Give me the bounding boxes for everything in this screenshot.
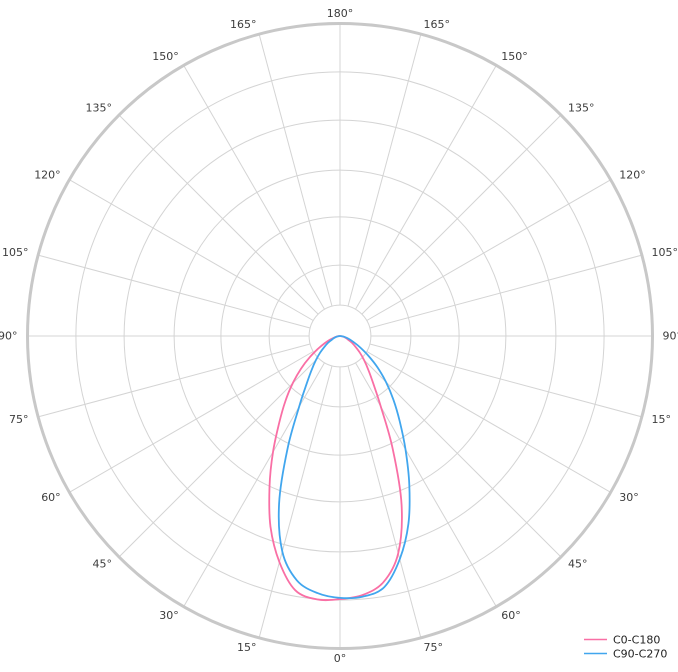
angle-gridline-spoke: [355, 362, 497, 607]
angle-gridline-spoke: [183, 65, 325, 310]
angle-tick-label: 105°: [652, 246, 678, 259]
angle-gridline-spoke: [361, 357, 562, 558]
angle-gridline-spoke: [258, 365, 333, 639]
angle-tick-label: 90°: [0, 330, 18, 343]
angle-tick-label: 0°: [334, 652, 347, 665]
angle-tick-label: 30°: [159, 609, 179, 622]
angle-gridline-spoke: [258, 33, 333, 307]
angle-tick-label: 60°: [501, 609, 521, 622]
angle-tick-label: 150°: [501, 50, 528, 63]
angle-gridline-spoke: [347, 365, 422, 639]
angle-gridline-spoke: [361, 114, 562, 315]
legend-label-c0-c180: C0-C180: [613, 634, 660, 647]
legend-label-c90-c270: C90-C270: [613, 648, 667, 661]
angle-gridline-spoke: [69, 351, 314, 493]
angle-gridline-spoke: [355, 65, 497, 310]
angle-tick-label: 45°: [568, 558, 588, 571]
angle-gridline-spoke: [369, 254, 643, 329]
angle-gridline-spoke: [69, 179, 314, 321]
angle-tick-label: 120°: [34, 168, 61, 181]
angle-gridline-spoke: [37, 343, 311, 418]
angle-gridline-spoke: [118, 114, 319, 315]
legend: C0-C180 C90-C270: [584, 634, 667, 661]
angle-tick-label: 120°: [619, 168, 646, 181]
angle-tick-label: 150°: [152, 50, 179, 63]
angle-tick-label: 135°: [86, 102, 113, 115]
angle-gridline-spoke: [118, 357, 319, 558]
polar-grid: [26, 22, 654, 650]
angle-tick-label: 30°: [619, 491, 639, 504]
angle-gridline-spoke: [369, 343, 643, 418]
angle-gridline-spoke: [366, 351, 611, 493]
angle-tick-label: 165°: [424, 18, 451, 31]
angle-gridline-spoke: [183, 362, 325, 607]
outer-ring-circle: [26, 22, 654, 650]
angle-tick-label: 15°: [652, 413, 672, 426]
angle-tick-label: 60°: [41, 491, 61, 504]
angle-tick-label: 45°: [93, 558, 113, 571]
angle-tick-label: 15°: [237, 641, 257, 654]
angle-tick-label: 180°: [327, 7, 354, 20]
angle-gridline-spoke: [366, 179, 611, 321]
angle-tick-label: 105°: [2, 246, 29, 259]
angle-tick-label: 75°: [9, 413, 29, 426]
angle-gridline-spoke: [347, 33, 422, 307]
angle-tick-label: 135°: [568, 102, 595, 115]
angle-tick-label: 90°: [663, 330, 678, 343]
angle-tick-label: 165°: [230, 18, 257, 31]
angle-tick-label: 75°: [424, 641, 444, 654]
series-curve-c0-c180: [268, 335, 403, 602]
angle-gridline-spoke: [37, 254, 311, 329]
series-curve-c90-c270: [277, 335, 411, 600]
series-curves: [268, 335, 411, 602]
angle-labels: 0° 15° 30° 45° 60° 75° 90° 105° 120° 135° 150° 165°…: [0, 7, 678, 665]
